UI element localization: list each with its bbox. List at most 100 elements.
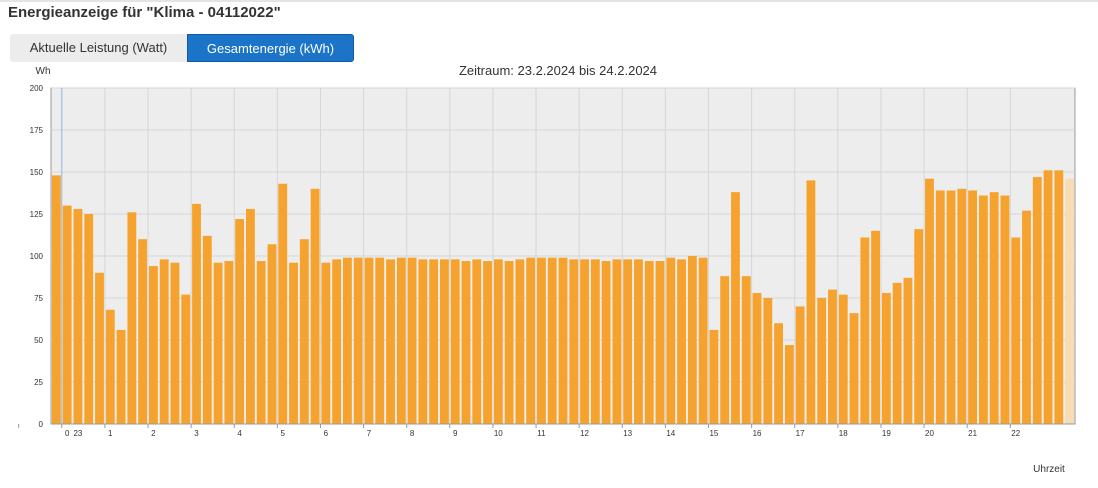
- chart-bar: [914, 229, 924, 424]
- chart-bar: [138, 239, 148, 424]
- chart-bar: [73, 208, 83, 424]
- chart-bar: [741, 276, 751, 424]
- chart-bar: [353, 257, 363, 424]
- chart-bar: [795, 306, 805, 424]
- x-tick-label: 19: [882, 429, 891, 438]
- chart-bar: [655, 261, 665, 424]
- chart-bar: [51, 175, 61, 424]
- chart-bar: [95, 272, 104, 424]
- chart-bar: [677, 259, 686, 424]
- chart-bar: [547, 257, 557, 424]
- chart-bar: [752, 292, 762, 424]
- chart-bar: [116, 329, 126, 424]
- y-tick-label: 125: [30, 210, 44, 219]
- chart-bar: [364, 257, 374, 424]
- chart-bar: [849, 313, 859, 424]
- chart-bar: [213, 262, 223, 424]
- chart-bar: [860, 237, 870, 424]
- chart-bar: [838, 294, 848, 424]
- chart-bar: [105, 309, 115, 424]
- chart-bar: [925, 178, 934, 424]
- x-tick-label: 14: [666, 429, 675, 438]
- chart-bar: [461, 261, 471, 424]
- x-tick-label: 9: [453, 429, 458, 438]
- tab-total-energy[interactable]: Gesamtenergie (kWh): [187, 34, 354, 62]
- chart-bar: [1000, 195, 1010, 424]
- chart-bar: [731, 192, 740, 424]
- x-tick-label: 17: [796, 429, 805, 438]
- x-tick-label: 23: [73, 429, 82, 438]
- chart-bar: [343, 257, 352, 424]
- x-tick-label: 8: [410, 429, 415, 438]
- chart-bar: [935, 190, 945, 424]
- x-tick-label: 1: [108, 429, 113, 438]
- x-tick-label: 16: [753, 429, 762, 438]
- chart-bar: [84, 214, 94, 424]
- y-tick-label: 100: [30, 252, 44, 261]
- chart-bar: [612, 259, 622, 424]
- chart-bar: [256, 261, 266, 424]
- chart-bar: [289, 262, 298, 424]
- chart-bar: [1022, 210, 1031, 424]
- y-tick-label: 0: [39, 420, 44, 429]
- chart-bar: [450, 259, 460, 424]
- top-divider: [0, 0, 1098, 2]
- y-tick-label: 175: [30, 126, 44, 135]
- chart-bar: [784, 345, 794, 424]
- x-tick-label: 7: [367, 429, 372, 438]
- tab-current-power[interactable]: Aktuelle Leistung (Watt): [10, 34, 187, 62]
- chart-bar: [720, 276, 730, 424]
- chart-bar: [299, 239, 309, 424]
- chart-bar: [515, 259, 525, 424]
- chart-bar: [429, 259, 439, 424]
- x-tick-label: 0: [65, 429, 70, 438]
- chart-bar: [601, 261, 611, 424]
- chart-bar: [1011, 237, 1021, 424]
- chart-bar: [472, 259, 482, 424]
- chart-bar: [170, 262, 180, 424]
- chart-bar: [148, 266, 158, 424]
- chart-bar: [1054, 170, 1064, 424]
- chart-bar: [493, 259, 503, 424]
- chart-bar: [946, 190, 956, 424]
- chart-bar: [881, 292, 891, 424]
- chart-bar: [504, 261, 514, 424]
- chart-bar: [763, 298, 773, 424]
- chart-bar: [537, 257, 546, 424]
- chart-bar: [709, 329, 719, 424]
- view-tabs: Aktuelle Leistung (Watt) Gesamtenergie (…: [10, 34, 354, 62]
- chart-bar: [278, 183, 288, 424]
- chart-bar: [957, 188, 967, 424]
- x-tick-label: 21: [968, 429, 977, 438]
- chart-bar: [181, 294, 191, 424]
- chart-bar: [806, 180, 816, 424]
- chart-bar: [558, 257, 568, 424]
- chart-bar: [526, 257, 536, 424]
- chart-bar: [332, 259, 342, 424]
- x-tick-label: 15: [709, 429, 718, 438]
- chart-bar: [440, 259, 449, 424]
- x-tick-label: 22: [1011, 429, 1020, 438]
- chart-bar: [375, 257, 385, 424]
- x-tick-label: 12: [580, 429, 589, 438]
- chart-bar: [623, 259, 633, 424]
- x-tick-label: 20: [925, 429, 934, 438]
- chart-bar: [828, 289, 837, 424]
- chart-bar: [418, 259, 428, 424]
- chart-bar: [968, 190, 978, 424]
- chart-bar: [903, 277, 913, 424]
- chart-bar: [698, 257, 708, 424]
- x-tick-label: 13: [623, 429, 632, 438]
- chart-bar: [386, 259, 395, 424]
- page-title: Energieanzeige für "Klima - 04112022": [8, 4, 281, 21]
- chart-bar: [569, 259, 579, 424]
- x-tick-label: 11: [537, 429, 546, 438]
- y-tick-label: 200: [30, 84, 44, 93]
- y-tick-label: 150: [30, 168, 44, 177]
- x-tick-label: 3: [194, 429, 199, 438]
- chart-bar: [978, 195, 988, 424]
- y-tick-label: 75: [34, 294, 43, 303]
- x-tick-label: 4: [237, 429, 242, 438]
- chart-bar: [817, 298, 827, 424]
